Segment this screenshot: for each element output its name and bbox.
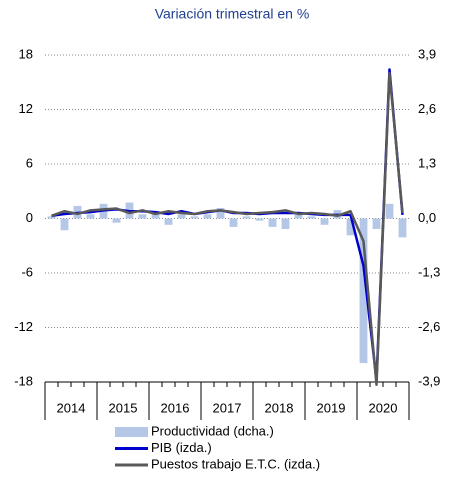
y-tick-label: -6	[21, 264, 33, 279]
y-tick-label: 6	[26, 155, 33, 170]
bar	[60, 218, 69, 231]
bar	[385, 203, 394, 219]
y-tick-label: -12	[14, 319, 33, 334]
y-tick-label: -18	[14, 373, 33, 388]
legend-swatch	[115, 427, 148, 437]
y2-tick-label: 1,3	[418, 155, 436, 170]
x-tick-label: 2015	[109, 400, 138, 415]
bar	[255, 218, 264, 221]
line	[51, 71, 404, 386]
y2-tick-label: -3,9	[418, 373, 440, 388]
bar	[372, 218, 381, 229]
bar	[138, 214, 147, 219]
legend-label: Puestos trabajo E.T.C. (izda.)	[151, 456, 320, 471]
y2-tick-label: 3,9	[418, 46, 436, 61]
bar	[281, 218, 290, 229]
y-tick-label: 12	[19, 101, 33, 116]
bar	[268, 218, 277, 227]
y2-tick-label: 2,6	[418, 101, 436, 116]
bar	[398, 218, 407, 238]
x-tick-label: 2018	[265, 400, 294, 415]
bar	[320, 218, 329, 225]
x-tick-label: 2019	[317, 400, 346, 415]
y2-tick-label: 0,0	[418, 210, 436, 225]
y-tick-label: 18	[19, 46, 33, 61]
bar	[242, 216, 251, 219]
bar	[190, 216, 199, 219]
y2-tick-label: -2,6	[418, 319, 440, 334]
x-tick-label: 2016	[161, 400, 190, 415]
x-tick-label: 2014	[57, 400, 86, 415]
bar	[177, 214, 186, 219]
bar	[151, 212, 160, 219]
bar	[203, 214, 212, 219]
y2-tick-label: -1,3	[418, 264, 440, 279]
x-tick-label: 2020	[369, 400, 398, 415]
bar	[359, 218, 368, 364]
bar	[229, 218, 238, 227]
bar	[86, 214, 95, 219]
bar	[294, 214, 303, 219]
bar	[346, 218, 355, 236]
y-tick-label: 0	[26, 210, 33, 225]
chart-title: Variación trimestral en %	[155, 6, 310, 22]
bar	[112, 218, 121, 223]
x-tick-label: 2017	[213, 400, 242, 415]
legend-label: Productividad (dcha.)	[151, 423, 274, 438]
legend-label: PIB (izda.)	[151, 440, 212, 455]
bar	[216, 208, 225, 219]
bar	[307, 216, 316, 219]
bar	[164, 218, 173, 225]
bar	[47, 216, 56, 219]
